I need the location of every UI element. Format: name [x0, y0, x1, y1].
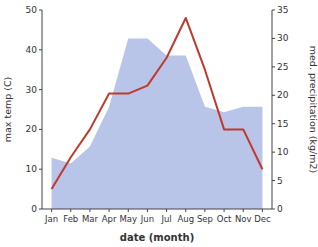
y-tick [39, 10, 42, 11]
y2-axis-line [272, 10, 273, 209]
x-tick [224, 209, 225, 212]
x-tick-label: Jul [160, 214, 171, 224]
y2-tick-label: 10 [277, 147, 289, 157]
y-tick-label: 0 [31, 204, 37, 214]
area [52, 38, 263, 209]
x-tick [185, 209, 186, 212]
x-axis-label: date (month) [120, 232, 194, 243]
x-tick-label: Nov [235, 214, 252, 224]
x-tick [89, 209, 90, 212]
y-tick-label: 50 [26, 5, 38, 15]
y2-tick [272, 95, 275, 96]
plot-area [52, 18, 263, 209]
x-tick [204, 209, 205, 212]
y2-tick [272, 123, 275, 124]
x-tick [262, 209, 263, 212]
y2-tick-label: 20 [277, 90, 289, 100]
y-tick [39, 89, 42, 90]
y2-tick-label: 30 [277, 33, 289, 43]
y2-tick-label: 15 [277, 119, 288, 129]
y2-tick [272, 66, 275, 67]
y2-tick [272, 152, 275, 153]
x-tick [147, 209, 148, 212]
y-tick-label: 30 [26, 85, 38, 95]
x-tick [51, 209, 52, 212]
y-axis-label: max temp (C) [2, 77, 13, 143]
x-tick-label: Jan [44, 214, 58, 224]
y2-tick-label: 25 [277, 62, 288, 72]
x-axis-line [42, 209, 272, 210]
y-tick-label: 20 [26, 124, 38, 134]
y2-tick [272, 180, 275, 181]
y-axis-line [42, 10, 43, 209]
x-tick-label: Feb [63, 214, 78, 224]
x-tick-label: Apr [102, 214, 117, 224]
y-tick-label: 40 [26, 45, 38, 55]
x-tick [166, 209, 167, 212]
x-tick-label: May [119, 214, 137, 224]
y2-tick [272, 209, 275, 210]
x-tick-label: Sep [197, 214, 213, 224]
x-tick-label: Jun [140, 214, 154, 224]
chart-container: Jan Feb MarAprMayJun Jul AugSep OctNovDec 0 10 2… [0, 0, 318, 247]
line [52, 18, 263, 189]
y-tick [39, 169, 42, 170]
x-tick [243, 209, 244, 212]
y-tick-label: 10 [26, 164, 38, 174]
y2-tick-label: 5 [277, 176, 283, 186]
y2-tick-label: 35 [277, 5, 288, 15]
y2-axis-label: med. precipitation (kg/m2) [308, 46, 318, 173]
y2-tick [272, 38, 275, 39]
x-tick [70, 209, 71, 212]
y2-tick-label: 0 [277, 204, 283, 214]
x-tick [109, 209, 110, 212]
x-tick-label: Oct [217, 214, 232, 224]
y-tick [39, 209, 42, 210]
y-tick [39, 49, 42, 50]
y-tick [39, 129, 42, 130]
chart: Jan Feb MarAprMayJun Jul AugSep OctNovDec 0 10 2… [0, 0, 318, 247]
y2-tick [272, 10, 275, 11]
x-tick-label: Aug [177, 214, 194, 224]
x-tick-label: Mar [82, 214, 99, 224]
x-tick [128, 209, 129, 212]
x-tick-label: Dec [254, 214, 271, 224]
